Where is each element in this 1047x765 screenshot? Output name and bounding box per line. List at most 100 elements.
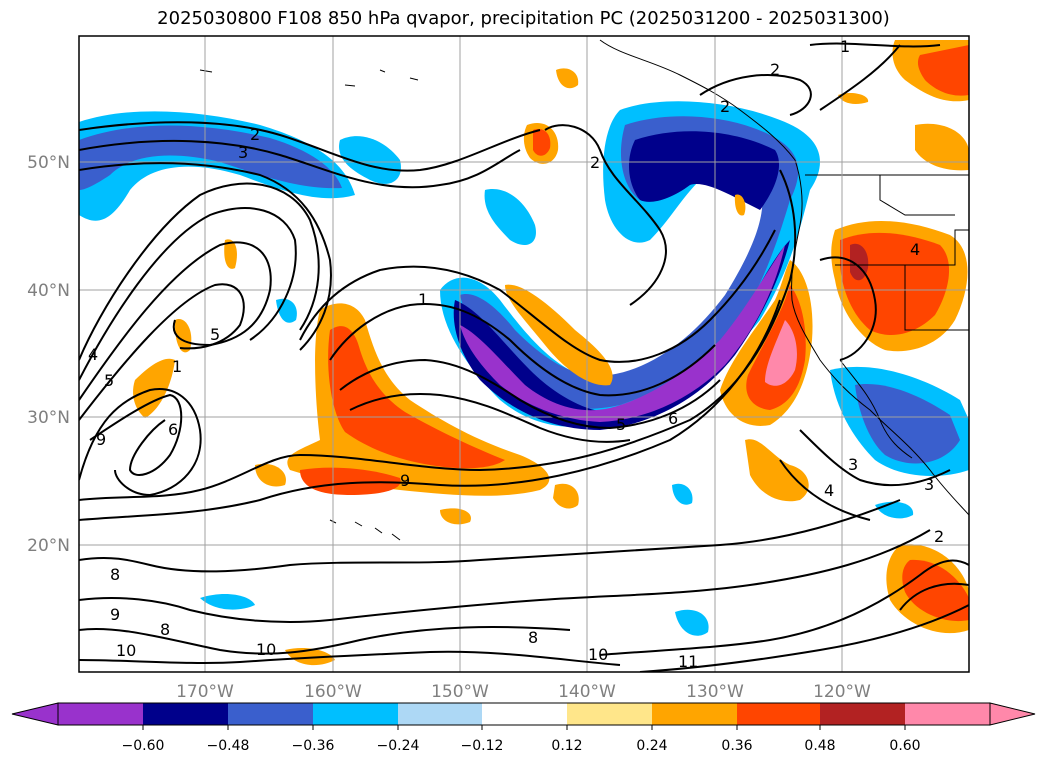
contour-label: 5 [616,415,626,434]
aleutian-islands [199,69,419,87]
warm-blob-12 [174,319,192,353]
contour-label: 5 [104,371,114,390]
colorbar-tick-label: −0.48 [207,738,250,754]
colorbar-tick-label: 0.24 [636,738,667,754]
colorbar-extend-low [11,702,59,726]
contour-20 [79,650,621,666]
colorbar-bin-0 [58,703,143,725]
contour-21 [599,559,969,656]
colorbar-tick-label: −0.24 [377,738,420,754]
warm-blob-14 [734,194,746,216]
warm-blob-13 [224,239,237,269]
purple-band-main [453,240,790,430]
blue-blob-4 [675,609,709,636]
blue-blob-5 [672,483,693,505]
lat-label-40n: 40°N [27,281,70,301]
contour-11 [79,299,781,521]
contour-label: 1 [418,290,428,309]
contour-label: 4 [824,481,834,500]
colorbar-outline [57,702,991,726]
colorbar-tick-label: 0.48 [804,738,835,754]
contour-label: 8 [160,620,170,639]
warm-blob-7 [440,508,471,525]
us-border-c [904,265,969,331]
contour-29 [779,459,871,521]
longitude-labels: 170°W 160°W 150°W 140°W 130°W 120°W [176,682,871,702]
colorbar-tick-label: −0.60 [122,738,165,754]
lat-label-30n: 30°N [27,408,70,428]
lat-label-20n: 20°N [27,536,70,556]
contour-label: 6 [668,409,678,428]
warm-blob-2 [533,129,551,156]
colorbar-tick-label: −0.12 [461,738,504,754]
contour-6 [79,241,272,401]
contour-1 [79,121,541,172]
contour-18 [79,529,931,623]
contour-label: 8 [528,628,538,647]
warm-blob-3 [505,284,613,386]
colorbar-bin-4 [398,703,482,725]
contour-27 [819,256,877,361]
contour-label: 3 [848,455,858,474]
warm-blob-8 [255,463,286,487]
warm-cluster-northeast-2 [915,123,969,171]
contour-3 [79,162,332,351]
blue-blob-2 [484,189,536,245]
warm-blob-10 [556,68,579,89]
blue-cluster-mexico-core [855,384,960,464]
colorbar-tick-label: 0.12 [551,738,582,754]
contour-label: 2 [250,125,260,144]
warm-band-east-core [765,320,797,386]
alaska-coast [599,39,796,161]
contour-label: 5 [210,325,220,344]
warm-blob-11 [838,92,869,104]
warm-blob-6 [553,483,579,509]
warm-blob-5 [745,439,809,502]
contour-14 [339,358,721,430]
colorbar-bin-6 [567,703,652,725]
lon-label-160w: 160°W [304,682,362,702]
lon-label-140w: 140°W [558,682,616,702]
contour-22 [639,604,969,672]
contour-10 [79,169,797,501]
colorbar-bin-9 [820,703,905,725]
contour-label: 8 [110,565,120,584]
warm-cluster-northeast-core [917,45,969,96]
contour-2 [79,139,521,189]
colorbar-tick-label: 0.60 [889,738,920,754]
contour-label: 4 [88,345,98,364]
contour-label: 1 [840,37,850,56]
coastlines [199,39,969,541]
blue-blob-3 [200,594,255,610]
colorbar-bin-1 [143,703,228,725]
contour-12 [299,229,776,363]
contour-label: 3 [238,143,248,162]
warm-band-lower [300,467,401,495]
contour-4 [79,182,320,361]
colorbar-bin-10 [905,703,990,725]
contour-label: 10 [116,641,136,660]
colorbar-bin-2 [228,703,313,725]
colorbar-tick-label: −0.36 [292,738,335,754]
contour-28 [799,429,951,487]
north-america-west-coast [791,159,969,516]
contour-label: 2 [770,60,780,79]
contour-13 [329,303,716,397]
lat-label-50n: 50°N [27,153,70,173]
us-border-b [880,229,969,266]
contour-label: 9 [96,430,106,449]
vapor-contours [79,42,969,672]
colorbar-bin-8 [737,703,820,725]
plot-frame [78,35,970,673]
contour-label: 3 [924,475,934,494]
blue-blob-1 [339,136,401,184]
latitude-labels: 50°N 40°N 30°N 20°N [27,153,70,556]
baja-california [839,359,913,459]
contour-label: 2 [934,527,944,546]
contour-label: 11 [678,652,698,671]
contour-25 [699,74,812,116]
colorbar: −0.60 −0.48 −0.36 −0.24 −0.12 0.12 0.24 … [11,702,1036,754]
contour-8 [89,393,183,476]
colorbar-bin-3 [313,703,398,725]
